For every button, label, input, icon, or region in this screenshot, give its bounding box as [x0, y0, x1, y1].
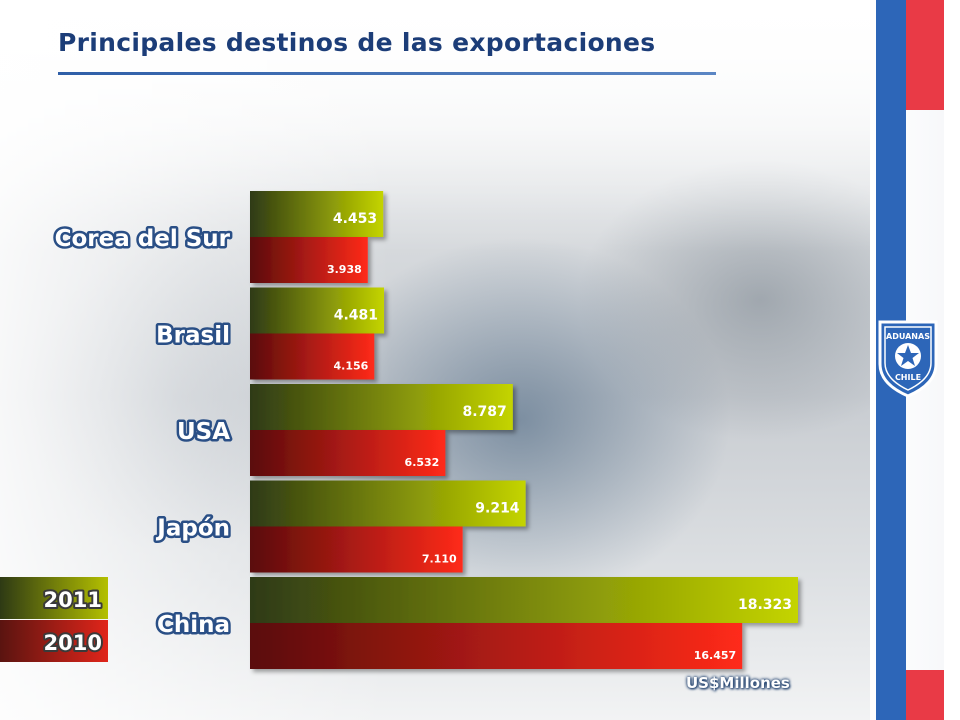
bar-2010-2	[250, 430, 446, 476]
star-shield-icon	[897, 345, 919, 366]
bar-value-label-2010-1: 4.156	[333, 360, 368, 373]
bar-2011-2	[250, 384, 513, 430]
category-label-1: Brasil	[156, 323, 230, 349]
category-label-3: Japón	[155, 516, 230, 542]
export-destinations-chart: 4.453 3.938 4.481 4.156 8.787 6.532 9.214 7.110…	[0, 191, 798, 669]
bar-2011-4	[250, 577, 798, 623]
bar-2010-3	[250, 526, 463, 573]
legend-label-2010: 2010	[44, 631, 102, 655]
flag-stripe-red-bottom	[906, 670, 944, 720]
bar-value-label-2010-0: 3.938	[327, 263, 362, 276]
category-label-2: USA	[177, 419, 230, 445]
logo-text-bottom: CHILE	[895, 373, 921, 382]
bar-value-label-2010-3: 7.110	[422, 553, 457, 566]
category-label-4: China	[157, 612, 230, 638]
legend-swatch-2011	[0, 577, 108, 619]
bar-2010-1	[250, 333, 375, 380]
aduanas-chile-logo: ADUANAS CHILE	[878, 320, 938, 398]
bar-value-label-2010-2: 6.532	[405, 456, 440, 469]
bar-2011-1	[250, 287, 385, 334]
page-title: Principales destinos de las exportacione…	[58, 28, 656, 57]
bars-group	[250, 191, 798, 669]
bar-value-label-2011-2: 8.787	[463, 404, 507, 420]
bar-labels-group: 4.453 3.938 4.481 4.156 8.787 6.532 9.214 7.110…	[327, 211, 792, 662]
legend: 2011 2010	[0, 577, 108, 662]
unit-label: US$Millones	[686, 674, 790, 692]
title-underline	[58, 72, 716, 75]
bar-value-label-2011-4: 18.323	[738, 597, 792, 613]
bar-value-label-2011-1: 4.481	[334, 308, 378, 324]
bar-2010-4	[250, 623, 743, 669]
bar-2010-0	[250, 237, 368, 283]
category-label-0: Corea del Sur	[55, 226, 231, 252]
legend-label-2011: 2011	[44, 588, 102, 612]
legend-swatch-2010	[0, 620, 108, 662]
category-labels-group: Corea del Sur Brasil USA Japón China	[52, 224, 233, 641]
flag-stripe-red-top	[906, 0, 944, 110]
logo-text-top: ADUANAS	[886, 332, 930, 341]
bar-2011-0	[250, 191, 384, 237]
bar-value-label-2011-0: 4.453	[333, 211, 377, 227]
bar-value-label-2011-3: 9.214	[475, 501, 520, 517]
bar-2011-3	[250, 480, 526, 527]
bar-value-label-2010-4: 16.457	[694, 649, 736, 662]
